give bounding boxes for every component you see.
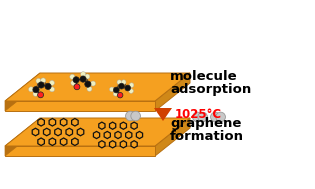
Polygon shape	[110, 122, 116, 129]
Circle shape	[80, 76, 86, 82]
Text: adsorption: adsorption	[170, 83, 251, 95]
Circle shape	[113, 87, 119, 93]
Circle shape	[73, 77, 79, 83]
Polygon shape	[99, 141, 105, 148]
Polygon shape	[5, 101, 155, 111]
Polygon shape	[155, 73, 190, 111]
Polygon shape	[60, 119, 67, 126]
Polygon shape	[104, 131, 110, 139]
Circle shape	[81, 72, 86, 77]
Circle shape	[210, 112, 220, 122]
Polygon shape	[38, 119, 44, 126]
Circle shape	[85, 81, 91, 87]
Polygon shape	[115, 131, 121, 139]
Circle shape	[87, 86, 92, 91]
Circle shape	[74, 84, 80, 90]
Polygon shape	[131, 122, 137, 129]
Circle shape	[36, 78, 41, 83]
Polygon shape	[5, 73, 190, 101]
Polygon shape	[136, 131, 143, 139]
Circle shape	[125, 85, 130, 91]
Circle shape	[70, 74, 75, 79]
Circle shape	[126, 111, 135, 121]
Polygon shape	[60, 138, 67, 146]
Circle shape	[33, 87, 39, 93]
Circle shape	[37, 92, 43, 98]
Polygon shape	[72, 138, 78, 146]
Polygon shape	[66, 128, 72, 136]
Polygon shape	[5, 146, 155, 156]
Text: formation: formation	[170, 130, 244, 143]
Circle shape	[45, 83, 51, 90]
Circle shape	[29, 87, 33, 92]
Circle shape	[49, 80, 54, 85]
Polygon shape	[155, 118, 190, 156]
Circle shape	[71, 81, 76, 85]
Polygon shape	[43, 128, 50, 136]
Circle shape	[198, 112, 208, 122]
Circle shape	[85, 74, 90, 79]
Circle shape	[129, 89, 134, 93]
Polygon shape	[77, 128, 84, 136]
Polygon shape	[154, 108, 172, 121]
Polygon shape	[94, 131, 100, 139]
Circle shape	[91, 81, 95, 86]
Polygon shape	[131, 141, 137, 148]
Text: 1025°C: 1025°C	[175, 108, 222, 122]
Polygon shape	[110, 141, 116, 148]
Polygon shape	[5, 118, 40, 156]
Circle shape	[113, 91, 118, 96]
Circle shape	[216, 112, 226, 122]
Polygon shape	[49, 138, 56, 146]
Polygon shape	[55, 128, 61, 136]
Circle shape	[121, 80, 126, 84]
Circle shape	[129, 83, 134, 88]
Circle shape	[38, 82, 44, 88]
Polygon shape	[120, 122, 127, 129]
Polygon shape	[38, 138, 44, 146]
Text: molecule: molecule	[170, 70, 238, 83]
Circle shape	[33, 91, 38, 96]
Circle shape	[41, 78, 46, 83]
Circle shape	[192, 112, 202, 122]
Circle shape	[117, 92, 123, 98]
Polygon shape	[32, 128, 39, 136]
Circle shape	[117, 80, 122, 84]
Polygon shape	[5, 73, 40, 111]
Polygon shape	[49, 119, 56, 126]
Polygon shape	[99, 122, 105, 129]
Circle shape	[110, 87, 114, 92]
Polygon shape	[126, 131, 132, 139]
Polygon shape	[5, 118, 190, 146]
Polygon shape	[120, 141, 127, 148]
Polygon shape	[72, 119, 78, 126]
Circle shape	[49, 87, 54, 92]
Circle shape	[131, 111, 140, 121]
Text: graphene: graphene	[170, 118, 241, 130]
Circle shape	[119, 83, 124, 89]
